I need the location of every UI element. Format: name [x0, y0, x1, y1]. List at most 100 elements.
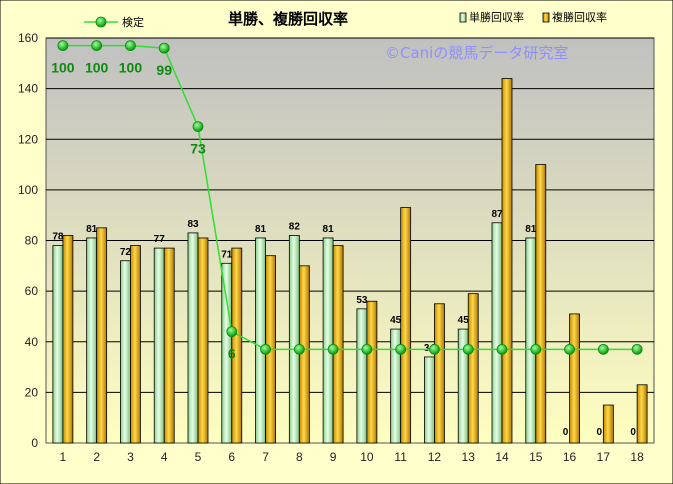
tansho-data-label: 81 [86, 224, 98, 235]
tansho-data-label: 81 [255, 224, 267, 235]
fukusho-bar [197, 237, 209, 444]
tansho-data-label: 78 [52, 232, 64, 243]
tansho-data-label: 45 [390, 315, 402, 326]
tansho-data-label: 53 [356, 295, 368, 306]
tansho-data-label: 0 [597, 427, 603, 438]
tansho-bar [153, 247, 165, 444]
legend-label-kentei: 検定 [122, 15, 144, 29]
tansho-data-label: 77 [154, 234, 166, 245]
fukusho-bar [366, 300, 378, 444]
tansho-data-label: 87 [491, 209, 503, 220]
legend: 検定 単勝回収率 複勝回収率 [84, 10, 607, 29]
x-tick-label: 6 [228, 450, 235, 464]
tansho-data-label: 81 [525, 224, 537, 235]
legend-swatch-tansho [459, 12, 467, 23]
watermark-text: ©Caniの競馬データ研究室 [385, 44, 568, 62]
tansho-bar [525, 237, 537, 444]
kentei-point [395, 343, 407, 355]
kentei-data-label: 73 [190, 141, 206, 157]
x-tick-label: 17 [597, 450, 611, 464]
kentei-point [158, 42, 170, 54]
fukusho-bar [163, 247, 175, 444]
x-tick-label: 12 [428, 450, 442, 464]
kentei-point [361, 343, 373, 355]
y-tick-label: 120 [18, 132, 38, 146]
tansho-data-label: 71 [221, 249, 233, 260]
tansho-bar [255, 237, 266, 444]
x-tick-label: 2 [93, 450, 100, 464]
kentei-data-label: 99 [156, 62, 172, 78]
kentei-point [327, 343, 339, 355]
x-tick-label: 4 [161, 450, 168, 464]
kentei-point [125, 40, 136, 51]
y-tick-label: 160 [18, 31, 38, 45]
kentei-point [260, 343, 271, 355]
kentei-line [62, 44, 638, 351]
fukusho-bar [467, 293, 479, 444]
tansho-bar [424, 356, 435, 444]
tansho-data-label: 0 [630, 427, 636, 438]
x-tick-label: 7 [262, 450, 269, 464]
tansho-bar [52, 245, 64, 444]
fukusho-bar [434, 303, 445, 444]
kentei-data-label: 6 [228, 346, 236, 362]
kentei-point [597, 343, 609, 355]
tansho-bar [356, 308, 368, 444]
x-tick-label: 18 [630, 450, 644, 464]
fukusho-bar [569, 313, 580, 444]
y-tick-label: 100 [18, 183, 38, 197]
kentei-point [564, 343, 575, 355]
fukusho-bar [231, 247, 243, 444]
tansho-bar [322, 237, 334, 444]
x-tick-label: 3 [127, 450, 134, 464]
kentei-point [293, 343, 305, 355]
kentei-point [496, 343, 508, 355]
legend-swatch-fukusho [542, 12, 550, 23]
fukusho-bar [96, 227, 108, 444]
fukusho-bar [400, 207, 412, 444]
tansho-data-label: 72 [120, 247, 132, 258]
tansho-bar [491, 222, 503, 444]
fukusho-bar [62, 235, 74, 444]
kentei-data-label: 100 [85, 60, 109, 76]
x-tick-label: 16 [563, 450, 577, 464]
x-tick-label: 9 [330, 450, 337, 464]
kentei-point [57, 40, 69, 51]
tansho-data-label: 81 [323, 224, 335, 235]
kentei-point [631, 343, 643, 355]
x-tick-label: 14 [495, 450, 509, 464]
fukusho-bar [636, 384, 648, 444]
tansho-data-label: 0 [563, 427, 569, 438]
x-tick-label: 1 [60, 450, 67, 464]
tansho-bar [120, 260, 131, 444]
tansho-bar [288, 235, 300, 444]
tansho-bar [187, 232, 199, 444]
x-tick-label: 5 [195, 450, 202, 464]
kentei-point [530, 343, 542, 355]
x-tick-label: 13 [462, 450, 476, 464]
y-tick-label: 40 [25, 335, 39, 349]
y-tick-label: 20 [25, 385, 39, 399]
kentei-data-label: 100 [119, 60, 143, 76]
kentei-data-label: 100 [51, 60, 75, 76]
tansho-bar [86, 237, 98, 444]
kentei-point [226, 326, 238, 338]
fukusho-bar [535, 164, 547, 444]
fukusho-bar [602, 404, 614, 444]
y-tick-label: 0 [31, 436, 38, 450]
kentei-point [429, 343, 440, 355]
fukusho-bar [501, 78, 513, 444]
tansho-data-label: 45 [458, 315, 470, 326]
kentei-point [192, 121, 204, 132]
x-tick-label: 8 [296, 450, 303, 464]
x-tick-label: 11 [394, 450, 407, 464]
legend-label-tansho: 単勝回収率 [469, 10, 524, 24]
legend-label-fukusho: 複勝回収率 [552, 10, 607, 24]
kentei-point [462, 343, 474, 355]
tansho-data-label: 82 [289, 221, 301, 232]
x-tick-label: 10 [360, 450, 374, 464]
y-tick-label: 80 [25, 234, 39, 248]
y-tick-label: 140 [18, 82, 38, 96]
